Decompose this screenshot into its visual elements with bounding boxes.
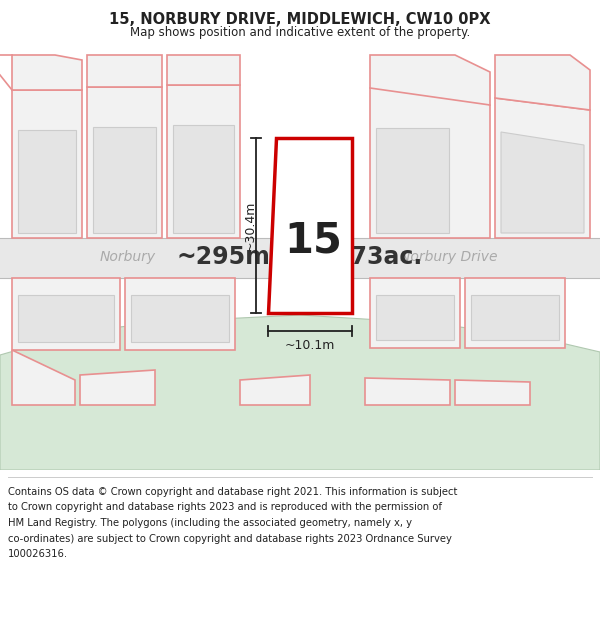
Polygon shape (87, 55, 162, 87)
Polygon shape (167, 85, 240, 238)
Polygon shape (125, 278, 235, 350)
Polygon shape (167, 55, 240, 85)
Text: 15: 15 (284, 219, 342, 261)
Polygon shape (173, 125, 234, 233)
Polygon shape (80, 370, 155, 405)
Polygon shape (93, 127, 156, 233)
Text: HM Land Registry. The polygons (including the associated geometry, namely x, y: HM Land Registry. The polygons (includin… (8, 518, 412, 528)
Polygon shape (87, 87, 162, 238)
Polygon shape (465, 278, 565, 348)
Polygon shape (12, 55, 82, 90)
Polygon shape (268, 138, 352, 313)
Polygon shape (240, 375, 310, 405)
Text: 100026316.: 100026316. (8, 549, 68, 559)
Polygon shape (18, 130, 76, 233)
Text: 15, NORBURY DRIVE, MIDDLEWICH, CW10 0PX: 15, NORBURY DRIVE, MIDDLEWICH, CW10 0PX (109, 12, 491, 27)
Text: ~30.4m: ~30.4m (244, 200, 257, 251)
Polygon shape (376, 295, 454, 340)
Polygon shape (495, 55, 590, 110)
Polygon shape (12, 90, 82, 238)
Text: ~10.1m: ~10.1m (285, 339, 335, 352)
Text: Norbury: Norbury (100, 250, 156, 264)
Text: to Crown copyright and database rights 2023 and is reproduced with the permissio: to Crown copyright and database rights 2… (8, 503, 442, 512)
Polygon shape (370, 278, 460, 348)
Polygon shape (365, 378, 450, 405)
Polygon shape (131, 295, 229, 342)
Polygon shape (0, 238, 600, 278)
Polygon shape (501, 132, 584, 233)
Text: ~295m²/~0.073ac.: ~295m²/~0.073ac. (177, 245, 423, 269)
Polygon shape (376, 128, 449, 233)
Polygon shape (278, 238, 344, 305)
Text: Contains OS data © Crown copyright and database right 2021. This information is : Contains OS data © Crown copyright and d… (8, 487, 457, 497)
Polygon shape (12, 350, 75, 405)
Polygon shape (455, 380, 530, 405)
Polygon shape (0, 315, 600, 470)
Polygon shape (370, 88, 490, 238)
Polygon shape (471, 295, 559, 340)
Text: Map shows position and indicative extent of the property.: Map shows position and indicative extent… (130, 26, 470, 39)
Polygon shape (495, 98, 590, 238)
Text: Norbury Drive: Norbury Drive (400, 250, 497, 264)
Text: co-ordinates) are subject to Crown copyright and database rights 2023 Ordnance S: co-ordinates) are subject to Crown copyr… (8, 534, 452, 544)
Polygon shape (18, 295, 114, 342)
Polygon shape (12, 278, 120, 350)
Polygon shape (370, 55, 490, 105)
